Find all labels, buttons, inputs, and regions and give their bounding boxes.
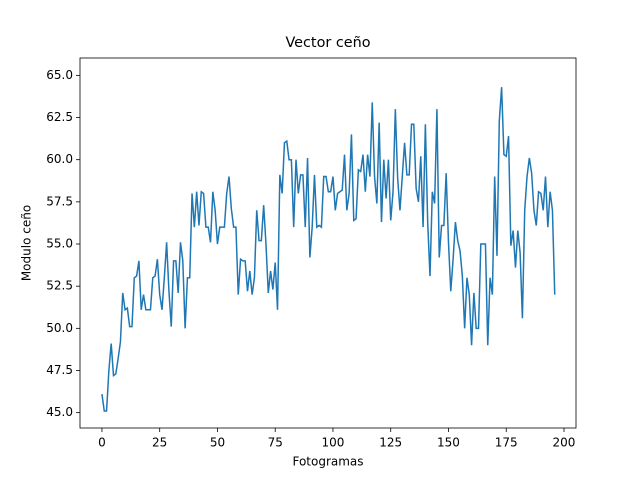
chart-title: Vector ceño [285, 35, 370, 51]
x-tick-label: 25 [152, 436, 167, 450]
y-tick-label: 47.5 [46, 363, 73, 377]
x-tick-label: 150 [437, 436, 460, 450]
plot-frame [79, 57, 577, 429]
x-tick-label: 100 [322, 436, 345, 450]
y-tick-label: 57.5 [46, 194, 73, 208]
y-tick-label: 65.0 [46, 68, 73, 82]
x-tick-label: 75 [268, 436, 283, 450]
y-tick-label: 62.5 [46, 110, 73, 124]
y-tick-label: 50.0 [46, 321, 73, 335]
y-axis-label: Modulo ceño [20, 205, 34, 281]
data-line [101, 87, 556, 412]
x-tick-label: 50 [210, 436, 225, 450]
y-tick-label: 45.0 [46, 405, 73, 419]
y-tick-label: 60.0 [46, 152, 73, 166]
x-axis-label: Fotogramas [292, 455, 363, 469]
x-tick-label: 175 [495, 436, 518, 450]
x-tick-label: 200 [553, 436, 576, 450]
x-tick-label: 0 [98, 436, 106, 450]
x-tick-label: 125 [379, 436, 402, 450]
y-tick-label: 55.0 [46, 237, 73, 251]
y-tick-label: 52.5 [46, 279, 73, 293]
